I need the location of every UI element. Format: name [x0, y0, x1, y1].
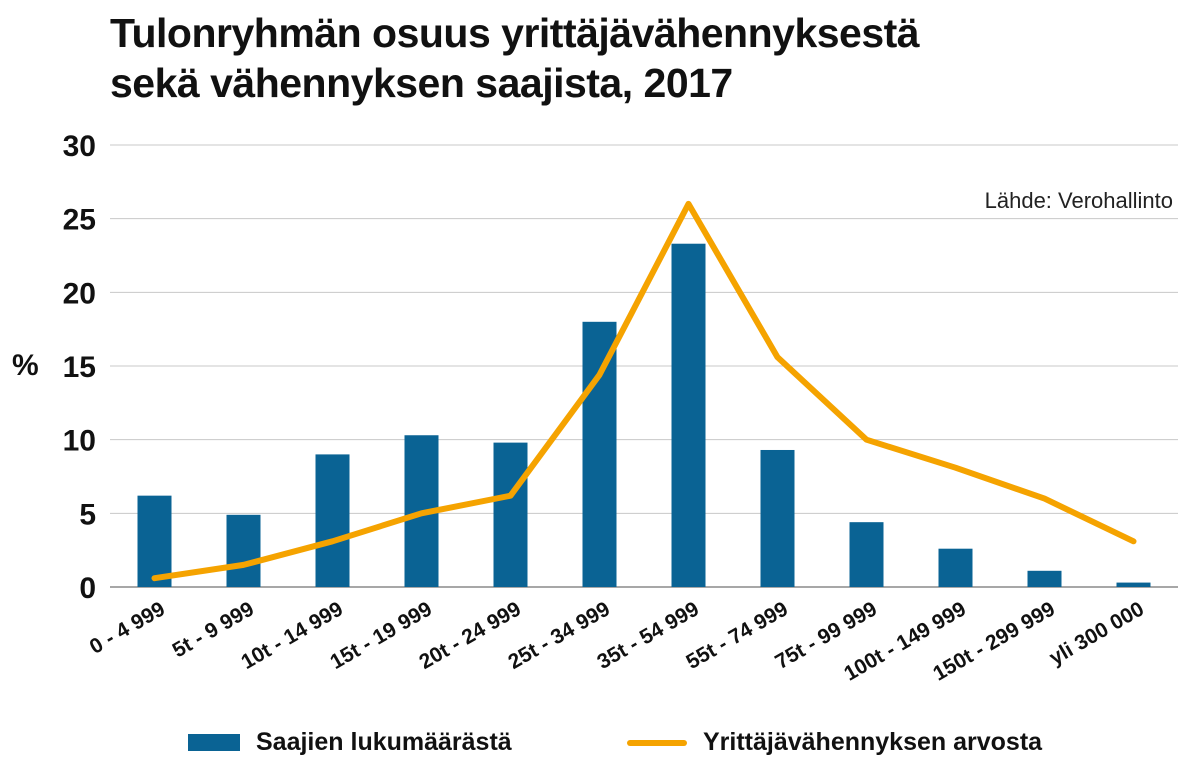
bar	[226, 514, 261, 587]
bar	[938, 548, 973, 587]
bar	[582, 321, 617, 587]
legend-line-swatch	[627, 739, 687, 746]
legend: Saajien lukumäärästä Yrittäjävähennyksen…	[0, 728, 1199, 768]
legend-item-bars: Saajien lukumäärästä	[188, 728, 512, 757]
legend-bar-swatch	[188, 734, 240, 751]
y-tick-label: 0	[79, 572, 96, 605]
legend-item-line: Yrittäjävähennyksen arvosta	[627, 728, 1042, 757]
legend-label-line: Yrittäjävähennyksen arvosta	[703, 728, 1043, 756]
y-axis-ticks: 0 5 10 15 20 25 30	[63, 130, 96, 605]
x-tick-label: 0 - 4 999	[86, 597, 169, 658]
y-tick-label: 25	[63, 204, 96, 237]
y-tick-label: 20	[63, 277, 96, 310]
bar	[671, 243, 706, 588]
bar	[137, 495, 172, 587]
x-tick-label: yli 300 000	[1045, 597, 1148, 669]
y-axis-label: %	[12, 349, 39, 382]
chart-title: Tulonryhmän osuus yrittäjävähennyksestä …	[110, 8, 920, 108]
bar	[1027, 570, 1062, 587]
y-tick-label: 5	[79, 498, 96, 531]
legend-label-bars: Saajien lukumäärästä	[256, 728, 512, 756]
bar	[493, 442, 528, 587]
bar	[849, 522, 884, 587]
chart-title-line-1: Tulonryhmän osuus yrittäjävähennyksestä	[110, 10, 920, 56]
bar	[315, 454, 350, 587]
y-tick-label: 30	[63, 130, 96, 163]
y-tick-label: 10	[63, 425, 96, 458]
gridlines	[110, 144, 1178, 588]
line-series-path	[151, 200, 1137, 582]
source-annotation: Lähde: Verohallinto	[985, 188, 1173, 213]
bar	[1116, 582, 1151, 587]
chart-title-line-2: sekä vähennyksen saajista, 2017	[110, 60, 733, 107]
bar	[760, 449, 795, 587]
y-tick-label: 15	[63, 351, 96, 384]
line-series	[151, 200, 1137, 582]
